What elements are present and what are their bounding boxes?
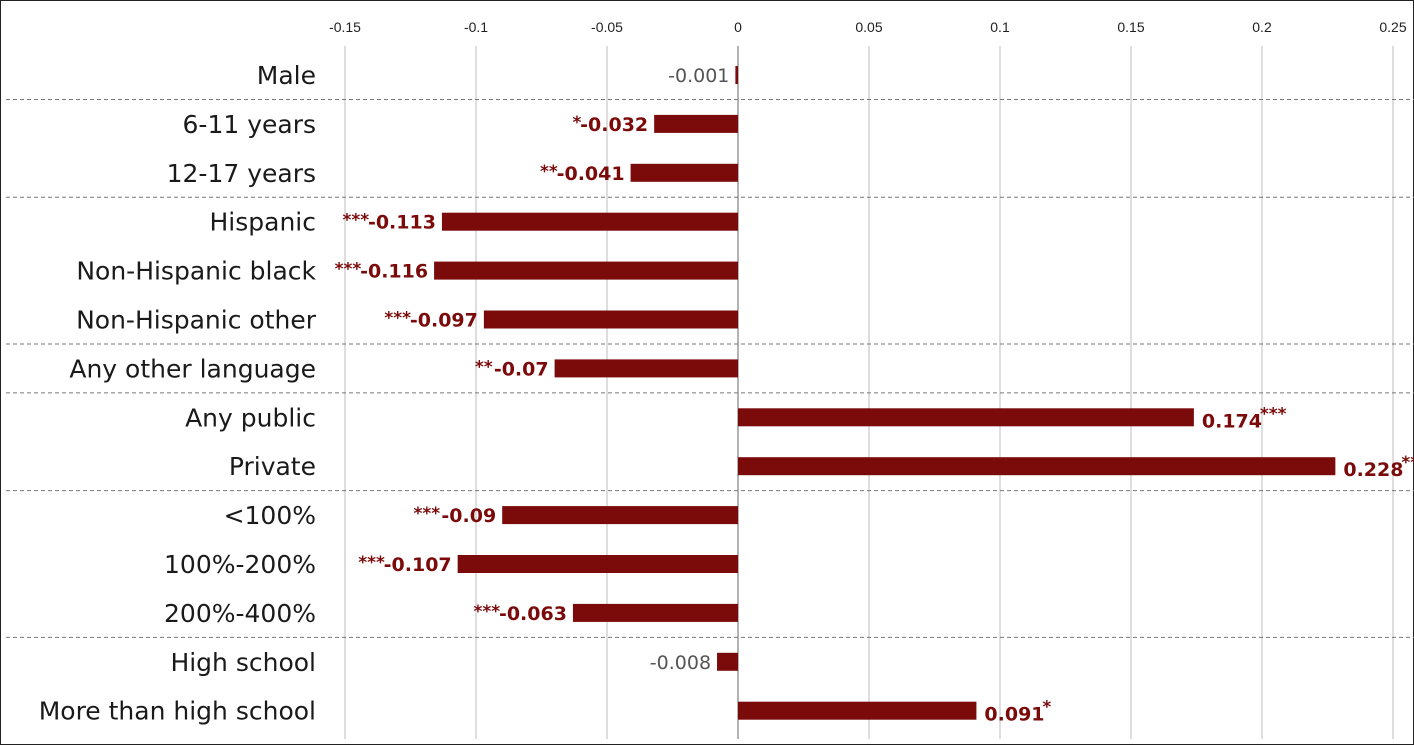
bar [738, 701, 977, 720]
category-label: Hispanic [210, 208, 317, 237]
x-tick-label: 0.2 [1252, 19, 1272, 35]
value-label: -0.063 [499, 603, 567, 625]
value-label: -0.008 [650, 652, 711, 674]
significance-stars: *** [342, 211, 369, 231]
x-tick-label: -0.1 [464, 19, 488, 35]
bar [441, 212, 738, 231]
category-label: 100%-200% [164, 550, 316, 579]
significance-stars: *** [1260, 404, 1287, 424]
category-label: Any public [185, 403, 316, 432]
significance-stars: *** [384, 309, 411, 329]
bar [738, 408, 1194, 427]
value-label: -0.09 [441, 505, 496, 527]
category-label: Non-Hispanic other [76, 306, 317, 335]
bar [630, 163, 738, 182]
category-label: More than high school [39, 697, 316, 726]
significance-stars: *** [473, 602, 500, 622]
value-label: -0.032 [580, 114, 648, 136]
x-tick-label: 0.1 [990, 19, 1010, 35]
significance-stars: *** [414, 504, 441, 524]
x-tick-label: 0.05 [855, 19, 882, 35]
value-label: -0.001 [668, 65, 729, 87]
bar [434, 261, 738, 280]
value-label: -0.07 [494, 358, 549, 380]
bar [738, 457, 1336, 476]
significance-stars: * [572, 113, 581, 133]
bar [735, 66, 738, 84]
value-label: -0.097 [410, 310, 478, 332]
significance-stars: *** [335, 260, 362, 280]
significance-stars: ** [475, 357, 493, 377]
significance-stars: * [1042, 698, 1051, 718]
value-label: -0.116 [360, 261, 428, 283]
bar [457, 555, 738, 573]
significance-stars: *** [1401, 453, 1414, 473]
value-label: -0.113 [368, 212, 436, 234]
category-label: Male [257, 61, 316, 90]
significance-stars: *** [358, 553, 385, 573]
x-tick-label: 0.25 [1379, 19, 1406, 35]
bar [554, 359, 738, 378]
bar [572, 603, 738, 622]
x-tick-label: -0.05 [591, 19, 623, 35]
x-tick-label: 0.15 [1117, 19, 1144, 35]
bar [483, 310, 738, 329]
category-label: 200%-400% [164, 599, 316, 628]
category-label: High school [170, 648, 316, 677]
bar [654, 114, 738, 133]
bar [502, 506, 738, 525]
bar [717, 652, 738, 671]
value-label: 0.228 [1343, 459, 1403, 481]
category-label: Any other language [69, 354, 316, 383]
category-label: <100% [224, 501, 316, 530]
value-label: -0.107 [384, 554, 452, 576]
category-label: Non-Hispanic black [76, 257, 316, 286]
category-label: 6-11 years [183, 110, 316, 139]
x-tick-label: -0.15 [329, 19, 361, 35]
value-label: 0.091 [984, 704, 1044, 726]
category-label: 12-17 years [167, 159, 316, 188]
x-tick-label: 0 [734, 19, 742, 35]
value-label: 0.174 [1202, 410, 1262, 432]
significance-stars: ** [540, 162, 558, 182]
value-label: -0.041 [557, 163, 625, 185]
category-label: Private [229, 452, 316, 481]
